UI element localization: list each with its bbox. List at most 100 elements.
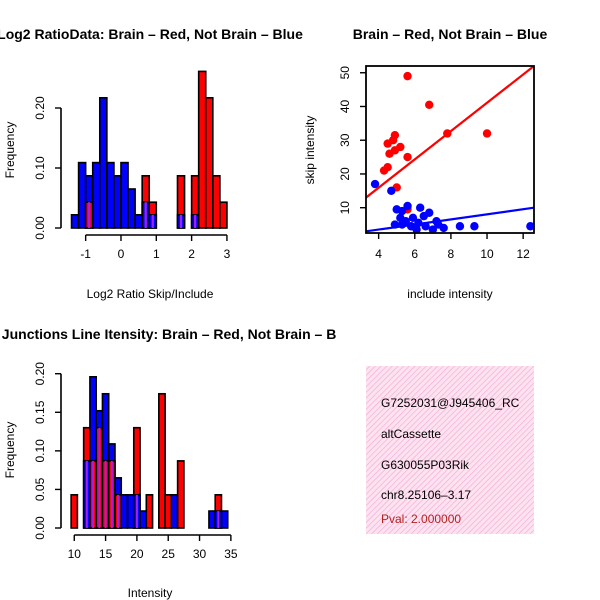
x-tick-label: 2	[188, 247, 195, 261]
bar-brain	[70, 494, 79, 529]
bar-not-brain	[170, 494, 179, 529]
bar-overlap	[85, 460, 88, 528]
bar-overlap	[135, 494, 138, 528]
y-tick-label: 0.15	[33, 400, 47, 424]
intensity-histogram-xlabel: Intensity	[128, 586, 173, 600]
y-tick-label: 0.05	[33, 477, 47, 501]
bar-overlap	[98, 427, 101, 528]
bar-not-brain	[139, 510, 148, 529]
fit-line-brain	[366, 66, 534, 199]
bar-overlap	[104, 460, 107, 528]
bar-brain	[197, 70, 207, 229]
y-tick-label: 20	[338, 167, 352, 181]
ratio-histogram-panel: Log2 RatioData: Brain – Red, Not Brain –…	[0, 26, 303, 301]
y-tick-label: 30	[338, 133, 352, 147]
bar-overlap	[88, 202, 91, 228]
bar-brain	[219, 201, 228, 229]
y-tick-label: 0.00	[33, 216, 47, 240]
x-tick-label: 10	[68, 547, 82, 561]
point-not-brain	[526, 222, 535, 231]
y-tick-label: 0.20	[33, 96, 47, 120]
x-tick-label: 35	[224, 547, 238, 561]
bar-brain	[158, 392, 166, 529]
bar-not-brain	[120, 494, 129, 529]
point-not-brain	[387, 186, 396, 196]
scatter-panel: Brain – Red, Not Brain – Blue include in…	[303, 26, 547, 301]
x-tick-label: 10	[480, 247, 494, 261]
intensity-histogram-panel: Exon Junctions Line Itensity: Brain – Re…	[0, 326, 336, 600]
info-panel: G7252031@J945406_RC altCassette G630055P…	[366, 366, 534, 534]
point-not-brain	[470, 222, 479, 231]
y-tick-label: 0.20	[33, 362, 47, 386]
y-tick-label: 40	[338, 99, 352, 113]
bar-not-brain	[127, 188, 136, 229]
x-tick-label: 3	[224, 247, 231, 261]
info-event-type: altCassette	[381, 427, 441, 441]
point-not-brain	[428, 225, 438, 234]
bar-overlap	[110, 460, 113, 528]
x-tick-label: 8	[448, 247, 455, 261]
ratio-histogram-title: Log2 RatioData: Brain – Red, Not Brain –…	[0, 26, 303, 42]
bar-not-brain	[91, 161, 101, 229]
x-tick-label: 1	[153, 247, 160, 261]
info-background	[366, 366, 534, 534]
x-tick-label: 12	[516, 247, 530, 261]
point-brain	[403, 71, 412, 81]
bar-overlap	[179, 214, 183, 228]
bar-overlap	[144, 202, 147, 228]
bar-overlap	[92, 460, 95, 528]
bar-overlap	[151, 214, 154, 228]
bar-overlap	[194, 214, 197, 228]
point-not-brain	[419, 211, 429, 221]
plot-frame	[365, 65, 535, 234]
bar-not-brain	[134, 214, 143, 229]
bar-not-brain	[77, 161, 87, 229]
bar-not-brain	[220, 510, 229, 529]
x-tick-label: 4	[375, 247, 382, 261]
info-gene-name: G630055P03Rik	[381, 458, 470, 472]
bar-not-brain	[208, 510, 217, 529]
bar-not-brain	[126, 494, 135, 529]
ratio-histogram-xlabel: Log2 Ratio Skip/Include	[87, 287, 214, 301]
bar-not-brain	[70, 214, 80, 229]
bar-not-brain	[106, 161, 115, 229]
x-tick-label: 15	[99, 547, 113, 561]
fit-line-not-brain	[366, 206, 534, 233]
scatter-title: Brain – Red, Not Brain – Blue	[353, 26, 548, 42]
info-location: chr8.25106–3.17	[381, 488, 471, 502]
point-not-brain	[408, 213, 418, 223]
point-not-brain	[439, 223, 448, 233]
x-tick-label: -1	[80, 247, 91, 261]
scatter-ylabel: skip intensity	[303, 116, 317, 185]
bar-not-brain	[113, 175, 122, 229]
point-not-brain	[455, 222, 465, 231]
bar-brain	[145, 494, 154, 529]
x-tick-label: 0	[118, 247, 125, 261]
x-tick-label: 6	[411, 247, 418, 261]
scatter-xlabel: include intensity	[407, 287, 492, 301]
point-not-brain	[415, 203, 425, 212]
bar-brain	[164, 494, 173, 529]
point-brain	[385, 149, 394, 158]
point-not-brain	[412, 225, 421, 234]
point-brain	[482, 129, 492, 138]
y-tick-label: 0.00	[33, 516, 47, 540]
point-brain	[425, 100, 434, 109]
bar-brain	[176, 460, 185, 529]
bar-overlap	[217, 511, 220, 528]
y-tick-label: 0.10	[33, 439, 47, 463]
y-tick-label: 50	[338, 66, 352, 80]
bar-not-brain	[98, 97, 108, 229]
intensity-histogram-title: Exon Junctions Line Itensity: Brain – Re…	[0, 326, 336, 342]
point-not-brain	[403, 201, 412, 211]
bar-not-brain	[120, 161, 129, 229]
ratio-histogram-ylabel: Frequency	[3, 122, 17, 179]
x-tick-label: 25	[162, 547, 176, 561]
x-tick-label: 30	[193, 547, 207, 561]
point-brain	[379, 166, 389, 175]
bar-brain	[204, 97, 214, 229]
bar-overlap	[117, 494, 120, 528]
y-tick-label: 10	[338, 201, 352, 215]
point-not-brain	[370, 179, 380, 189]
